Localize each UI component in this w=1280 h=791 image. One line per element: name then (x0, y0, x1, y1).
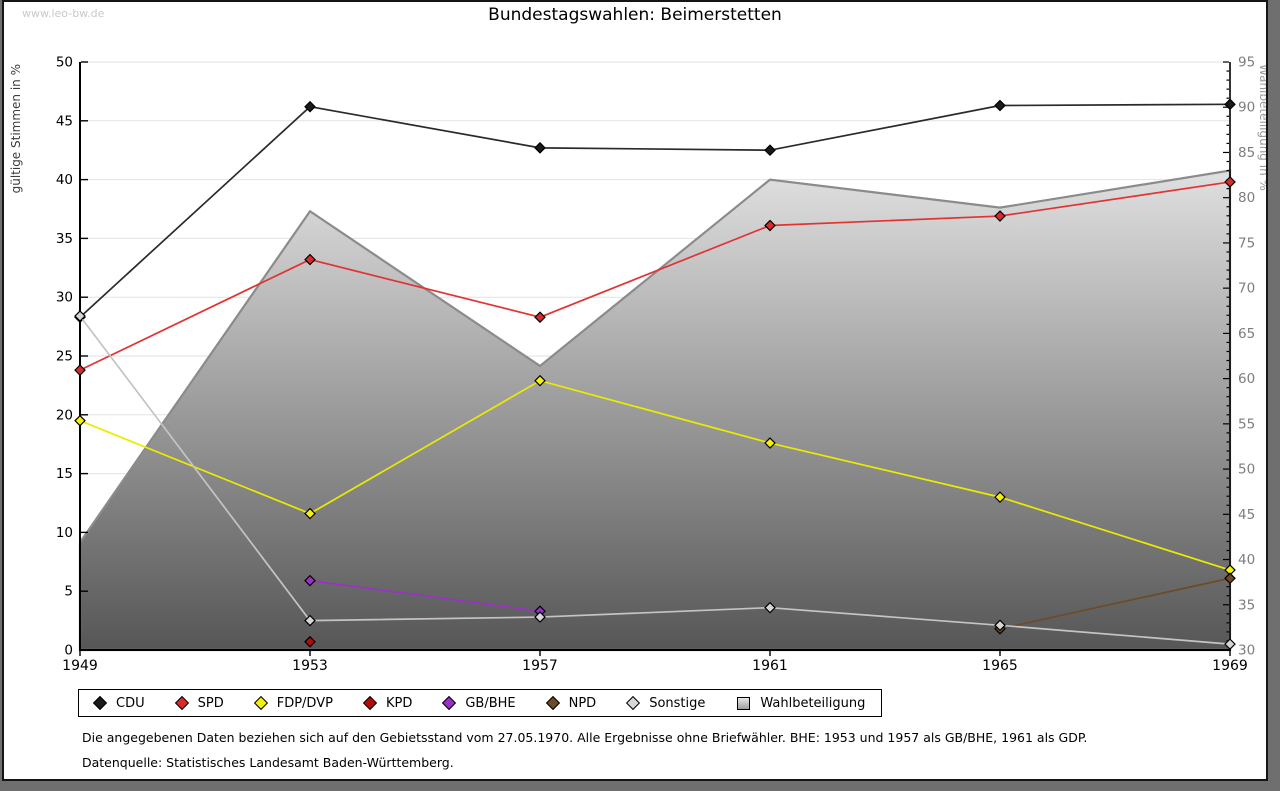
footnote-gebietsstand: Die angegebenen Daten beziehen sich auf … (82, 730, 1088, 745)
legend-label: Sonstige (649, 695, 706, 711)
marker-GB/BHE (304, 574, 316, 587)
legend-item-KPD: KPD (362, 695, 413, 711)
footnote-datenquelle: Datenquelle: Statistisches Landesamt Bad… (82, 755, 454, 770)
legend-label: KPD (385, 695, 413, 711)
marker-CDU (994, 99, 1006, 112)
right-axis-title: Wahlbeteiligung in % (1257, 64, 1266, 191)
marker-FDP/DVP (74, 414, 86, 427)
right-tick-label: 50 (1238, 462, 1255, 478)
right-tick-label: 65 (1238, 326, 1255, 342)
marker-Sonstige (994, 619, 1006, 632)
right-tick-label: 85 (1238, 145, 1255, 161)
watermark: www.leo-bw.de (22, 7, 105, 20)
left-tick-label: 40 (56, 172, 73, 188)
left-tick-label: 20 (56, 407, 73, 423)
x-tick-label: 1961 (752, 658, 788, 674)
election-chart: 0 5 10 15 20 25 30 35 40 45 50 30 35 40 45 50 55 60 65 70 75… (9, 55, 1266, 675)
marker-SPD (1224, 176, 1236, 188)
legend-item-FDP/DVP: FDP/DVP (253, 695, 333, 711)
series-line-FDP/DVP (79, 379, 1231, 571)
left-tick-label: 15 (56, 466, 73, 482)
marker-FDP/DVP (764, 437, 776, 449)
legend-label: CDU (116, 695, 145, 711)
series-line-NPD (999, 577, 1231, 630)
left-tick-label: 25 (56, 349, 73, 365)
right-tick-label: 40 (1238, 552, 1255, 568)
marker-FDP/DVP (534, 374, 546, 387)
legend-diamond-icon (253, 695, 268, 711)
left-tick-label: 45 (56, 113, 73, 129)
marker-CDU (764, 144, 776, 157)
marker-KPD (304, 635, 316, 648)
right-tick-label: 55 (1238, 416, 1255, 432)
legend-diamond-icon (442, 695, 457, 711)
x-tick-label: 1953 (292, 658, 328, 674)
legend-diamond-icon (92, 695, 108, 711)
marker-SPD (304, 253, 316, 266)
right-tick-label: 60 (1238, 371, 1255, 387)
right-tick-label: 30 (1238, 643, 1255, 659)
legend-item-GB/BHE: GB/BHE (442, 695, 516, 711)
right-tick-label: 45 (1238, 507, 1255, 523)
left-tick-label: 5 (64, 584, 73, 600)
right-tick-label: 70 (1238, 281, 1255, 297)
x-tick-label: 1969 (1212, 658, 1248, 674)
series-line-Sonstige (79, 315, 1231, 645)
right-tick-label: 90 (1238, 100, 1255, 116)
marker-Sonstige (74, 310, 86, 322)
marker-FDP/DVP (994, 491, 1006, 503)
legend-item-SPD: SPD (174, 695, 224, 711)
left-tick-label: 30 (56, 290, 73, 306)
legend-item-wahlbeteiligung: Wahlbeteiligung (735, 696, 865, 711)
legend-diamond-icon (174, 695, 189, 711)
legend-diamond-icon (626, 695, 641, 711)
series-line-CDU (79, 103, 1231, 318)
marker-SPD (74, 364, 86, 376)
right-tick-label: 75 (1238, 235, 1255, 251)
left-tick-label: 50 (56, 55, 73, 71)
legend-item-CDU: CDU (92, 695, 145, 711)
left-tick-label: 0 (64, 643, 73, 659)
series-line-SPD (79, 181, 1231, 371)
legend-diamond-icon (362, 695, 378, 711)
legend-label: Wahlbeteiligung (760, 695, 866, 711)
turnout-area (78, 169, 1232, 652)
marker-NPD (1224, 572, 1236, 585)
x-tick-label: 1965 (982, 658, 1018, 674)
x-tick-label: 1949 (62, 658, 98, 674)
legend-item-NPD: NPD (545, 695, 597, 711)
legend-square-icon (737, 696, 751, 710)
left-axis-title: gültige Stimmen in % (9, 64, 23, 193)
legend-label: FDP/DVP (276, 695, 333, 711)
legend-item-Sonstige: Sonstige (626, 696, 705, 711)
marker-CDU (304, 100, 316, 113)
legend: CDU SPD FDP/DVP KPD GB/BHE NPD Sonstige Wahlbet… (78, 689, 883, 717)
right-tick-label: 95 (1238, 55, 1255, 71)
page-title: Bundestagswahlen: Beimerstetten (488, 5, 782, 25)
left-tick-label: 10 (56, 525, 73, 541)
x-tick-label: 1957 (522, 658, 558, 674)
marker-Sonstige (764, 601, 776, 614)
marker-SPD (534, 311, 546, 324)
right-tick-label: 80 (1238, 190, 1255, 206)
chart-canvas: www.leo-bw.de Bundestagswahlen: Beimerst… (2, 0, 1268, 781)
series-line-GB/BHE (309, 579, 541, 613)
legend-diamond-icon (545, 695, 560, 711)
marker-Sonstige (304, 614, 316, 627)
legend-label: GB/BHE (465, 695, 516, 711)
marker-Sonstige (534, 611, 546, 623)
marker-CDU (534, 141, 546, 154)
legend-label: NPD (568, 695, 597, 711)
marker-SPD (764, 219, 776, 232)
marker-SPD (994, 210, 1006, 222)
right-tick-label: 35 (1238, 597, 1255, 613)
marker-CDU (1224, 98, 1236, 111)
marker-Sonstige (1224, 638, 1236, 650)
marker-FDP/DVP (304, 507, 316, 520)
left-tick-label: 35 (56, 231, 73, 247)
legend-label: SPD (197, 695, 224, 711)
